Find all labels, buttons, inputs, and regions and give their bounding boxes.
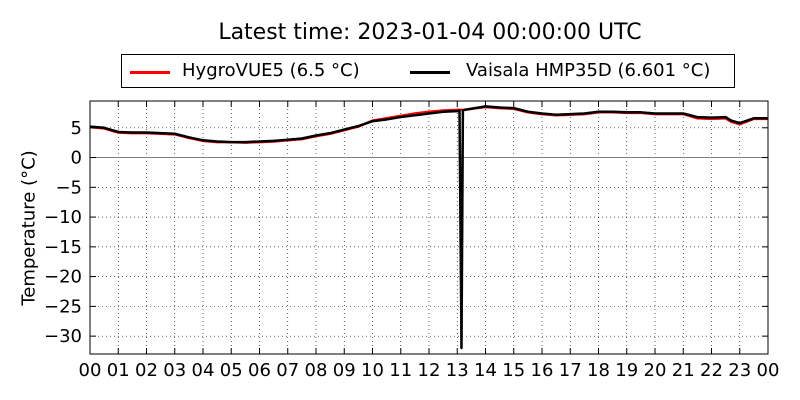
- x-tick-label: 22: [700, 360, 723, 381]
- x-tick-label: 04: [192, 360, 215, 381]
- y-tick-label: −25: [44, 296, 82, 317]
- x-tick-label: 13: [446, 360, 469, 381]
- legend-swatch-vaisala: [410, 71, 450, 74]
- x-tick-label: 02: [135, 360, 158, 381]
- x-tick-label: 16: [531, 360, 554, 381]
- x-tick-label: 14: [474, 360, 497, 381]
- x-tick-label: 17: [559, 360, 582, 381]
- x-tick-label: 06: [248, 360, 271, 381]
- series-line-1: [89, 105, 768, 350]
- x-tick-label: 00: [757, 360, 780, 381]
- x-tick-label: 01: [107, 360, 130, 381]
- y-tick-label: −30: [44, 326, 82, 347]
- x-tick-label: 08: [305, 360, 328, 381]
- x-tick-label: 15: [502, 360, 525, 381]
- y-tick-label: −15: [44, 237, 82, 258]
- x-tick-label: 10: [361, 360, 384, 381]
- legend-label-vaisala: Vaisala HMP35D (6.601 °C): [466, 60, 711, 81]
- x-tick-label: 07: [276, 360, 299, 381]
- y-tick-label: −5: [55, 177, 82, 198]
- x-tick-label: 11: [389, 360, 412, 381]
- x-tick-label: 19: [615, 360, 638, 381]
- x-tick-label: 23: [728, 360, 751, 381]
- y-tick-label: 5: [71, 118, 82, 139]
- legend-swatch-hygrovue5: [130, 71, 170, 74]
- y-tick-label: −10: [44, 207, 82, 228]
- x-tick-label: 18: [587, 360, 610, 381]
- x-tick-label: 09: [333, 360, 356, 381]
- chart-legend: HygroVUE5 (6.5 °C) Vaisala HMP35D (6.601…: [121, 54, 735, 88]
- x-tick-label: 20: [644, 360, 667, 381]
- y-tick-label: 0: [71, 148, 82, 169]
- x-tick-label: 00: [79, 360, 102, 381]
- x-tick-label: 12: [418, 360, 441, 381]
- y-tick-label: −20: [44, 267, 82, 288]
- x-tick-label: 03: [163, 360, 186, 381]
- chart-title: Latest time: 2023-01-04 00:00:00 UTC: [218, 20, 642, 45]
- x-tick-label: 21: [672, 360, 695, 381]
- x-tick-label: 05: [220, 360, 243, 381]
- legend-label-hygrovue5: HygroVUE5 (6.5 °C): [182, 60, 360, 81]
